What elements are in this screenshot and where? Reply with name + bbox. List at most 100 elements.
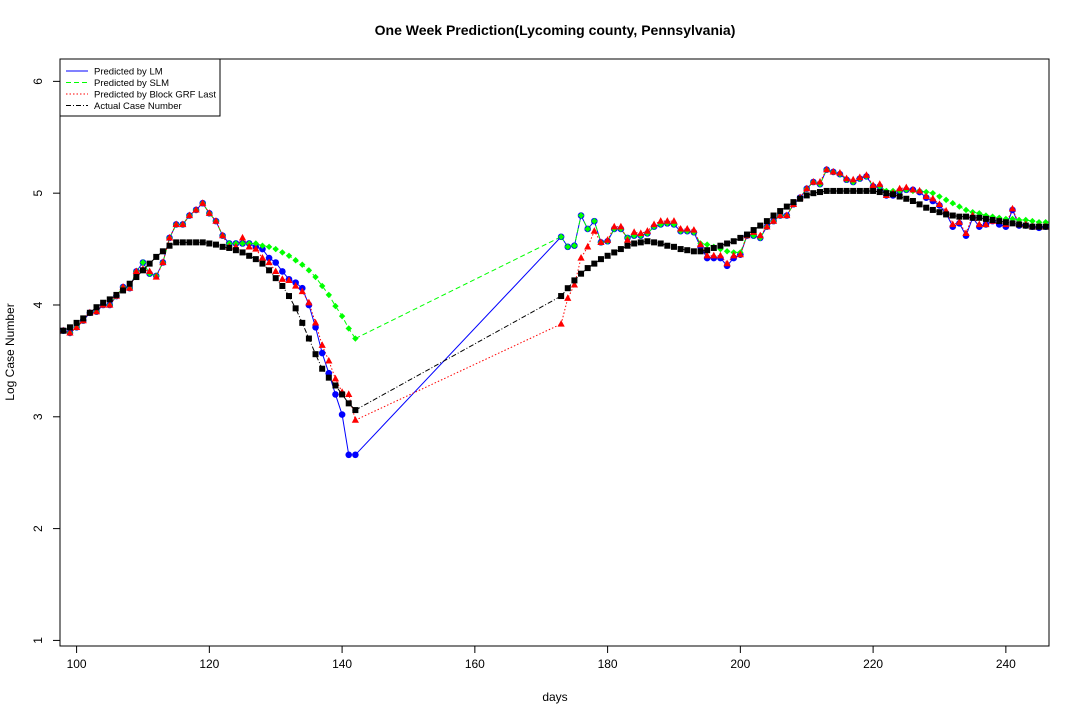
data-point	[325, 374, 332, 381]
data-point	[318, 349, 326, 357]
data-point	[232, 247, 239, 254]
data-point	[193, 239, 200, 246]
data-point	[332, 302, 339, 310]
data-point	[1029, 217, 1036, 225]
data-point	[617, 246, 624, 253]
data-point	[975, 220, 983, 228]
legend-label: Predicted by SLM	[94, 78, 169, 89]
data-point	[982, 220, 990, 228]
data-point	[292, 305, 299, 312]
data-point	[670, 217, 678, 224]
data-point	[690, 248, 697, 255]
data-point	[657, 240, 664, 247]
series-line	[355, 295, 562, 411]
data-point	[604, 252, 611, 259]
data-point	[962, 206, 970, 214]
data-point	[929, 194, 937, 202]
data-point	[637, 229, 645, 237]
data-point	[617, 222, 625, 230]
data-point	[823, 187, 830, 194]
data-point	[677, 224, 685, 232]
data-point	[650, 220, 658, 228]
data-point	[703, 251, 711, 259]
data-point	[717, 242, 724, 249]
data-point	[783, 203, 790, 210]
data-point	[239, 249, 246, 256]
series-actual-case-number	[60, 190, 1046, 411]
data-point	[258, 254, 267, 261]
data-point	[949, 200, 956, 207]
data-point	[159, 258, 167, 266]
data-point	[863, 187, 870, 194]
data-point	[597, 256, 604, 263]
data-point	[132, 267, 140, 275]
data-point	[1029, 223, 1036, 230]
data-point	[265, 243, 273, 251]
data-point	[106, 300, 114, 308]
data-point	[252, 240, 260, 247]
plot-series	[60, 165, 1049, 459]
data-point	[763, 222, 771, 230]
data-point	[683, 224, 691, 232]
data-point	[73, 319, 80, 326]
data-point	[312, 273, 319, 281]
data-point	[245, 242, 253, 250]
data-point	[1002, 219, 1009, 226]
data-point	[259, 245, 266, 253]
data-point	[956, 203, 963, 210]
data-point	[704, 247, 711, 254]
data-point	[1008, 204, 1017, 212]
data-point	[259, 242, 266, 249]
data-point	[757, 222, 764, 229]
data-point	[66, 324, 73, 331]
y-tick-label: 2	[31, 525, 45, 532]
data-point	[816, 177, 824, 185]
x-tick-label: 160	[465, 657, 485, 671]
data-point	[93, 304, 100, 311]
data-point	[226, 244, 233, 251]
data-point	[285, 293, 292, 300]
data-point	[996, 218, 1003, 225]
data-point	[199, 199, 207, 206]
data-point	[185, 211, 194, 219]
data-point	[266, 267, 273, 274]
data-point	[1042, 223, 1049, 230]
data-point	[769, 217, 778, 224]
data-point	[272, 259, 280, 266]
data-point	[923, 188, 930, 196]
data-point	[557, 233, 565, 240]
x-tick-label: 240	[996, 657, 1016, 671]
data-point	[777, 208, 784, 215]
data-point	[737, 234, 744, 241]
data-point	[610, 222, 618, 230]
data-point	[272, 267, 280, 275]
data-point	[710, 251, 718, 259]
x-axis: 100 120 140 160 180 200 220 240	[67, 646, 1016, 671]
data-point	[139, 267, 146, 274]
data-point	[803, 184, 811, 192]
data-point	[80, 315, 87, 322]
data-point	[305, 267, 313, 274]
data-point	[331, 374, 340, 382]
data-point	[152, 273, 160, 280]
series-line	[60, 202, 356, 339]
data-point	[989, 213, 996, 220]
data-point	[265, 254, 273, 262]
data-point	[312, 351, 319, 358]
data-point	[637, 239, 644, 246]
data-point	[663, 217, 671, 224]
data-point	[252, 245, 260, 252]
data-point	[651, 239, 658, 246]
data-point	[830, 187, 837, 194]
data-point	[186, 239, 193, 246]
data-point	[723, 259, 731, 267]
data-point	[305, 298, 313, 306]
y-tick-label: 6	[31, 78, 45, 85]
data-point	[345, 451, 353, 459]
data-point	[597, 238, 605, 245]
data-point	[279, 282, 286, 289]
data-point	[591, 217, 598, 225]
data-point	[710, 244, 717, 251]
data-point	[783, 211, 791, 219]
